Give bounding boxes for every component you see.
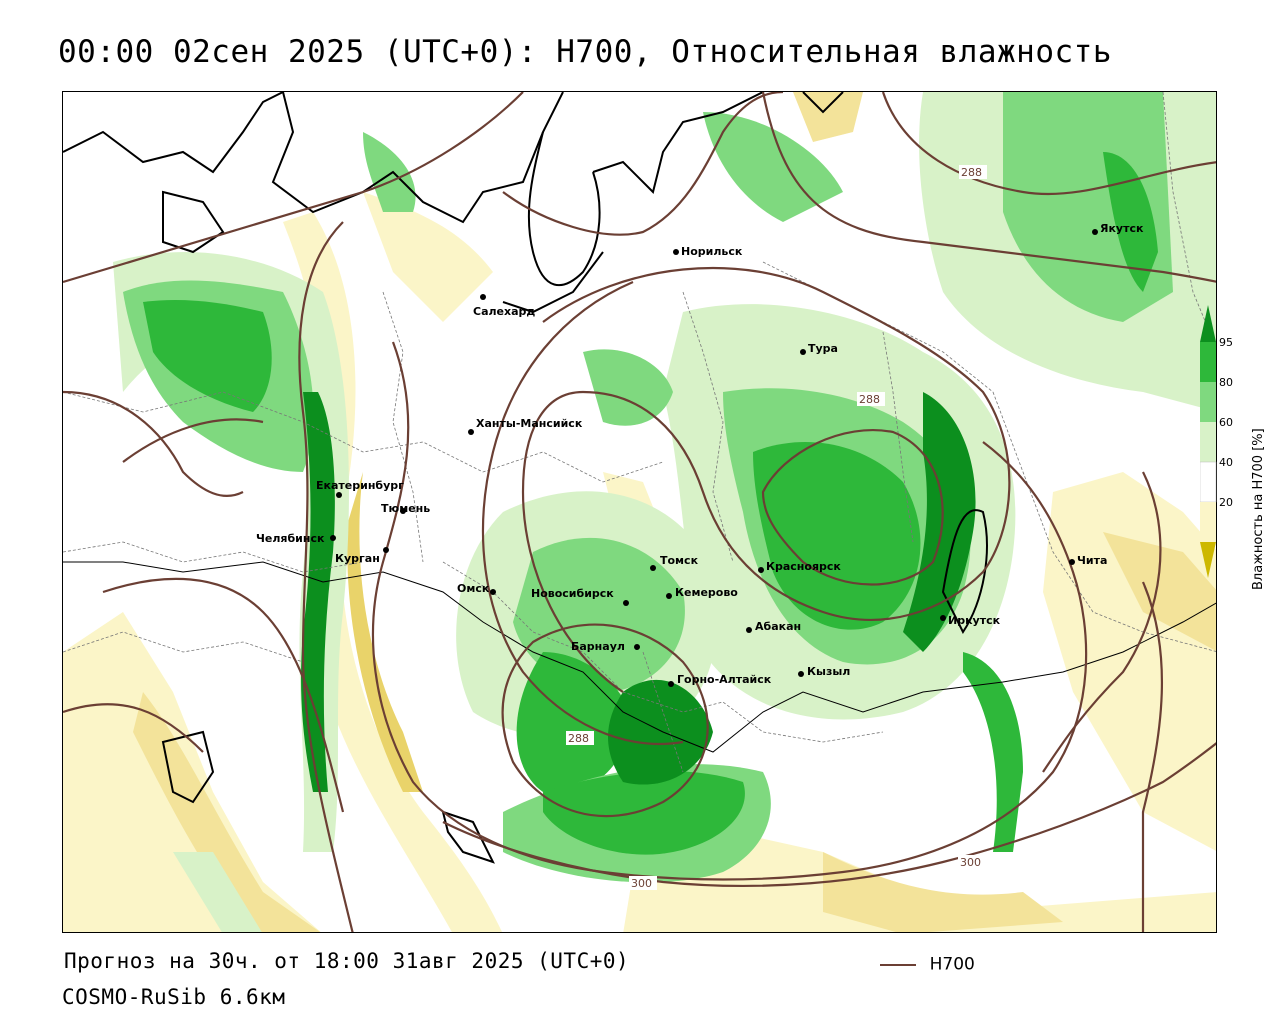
city-label: Горно-Алтайск <box>677 673 772 686</box>
city-dot <box>1069 559 1075 565</box>
city-dot <box>400 508 406 514</box>
city-dot <box>468 429 474 435</box>
city-dot <box>383 547 389 553</box>
colorbar-band <box>1200 342 1216 382</box>
map-canvas: 288 288 288 300 300 Норильск Якутск Сале… <box>63 92 1216 932</box>
city-dot <box>940 615 946 621</box>
city-dot <box>800 349 806 355</box>
contour-label: 288 <box>859 393 880 406</box>
city-label: Омск <box>457 582 490 595</box>
city-dot <box>666 593 672 599</box>
colorbar-tick: 40 <box>1219 456 1233 469</box>
colorbar-top-cap <box>1200 305 1216 342</box>
city-label: Екатеринбург <box>316 479 404 492</box>
legend-line-swatch <box>880 963 916 966</box>
city-label: Барнаул <box>571 640 625 653</box>
city-label: Тюмень <box>381 502 430 515</box>
legend-label: H700 <box>929 954 975 975</box>
city-label: Абакан <box>755 620 801 633</box>
city-dot <box>634 644 640 650</box>
colorbar-tick: 80 <box>1219 376 1233 389</box>
contour-legend: H700 <box>880 954 975 976</box>
contour-label: 288 <box>961 166 982 179</box>
city-dot <box>798 671 804 677</box>
city-label: Тура <box>808 342 838 355</box>
moist-areas <box>113 92 1216 932</box>
city-label: Кемерово <box>675 586 738 599</box>
contour-labels: 288 288 288 300 300 <box>566 165 987 890</box>
city-label: Красноярск <box>766 560 841 573</box>
forecast-info: Прогноз на 30ч. от 18:00 31авг 2025 (UTC… <box>64 949 630 973</box>
colorbar-band <box>1200 382 1216 422</box>
coastlines <box>63 92 988 864</box>
map-title: 00:00 02сен 2025 (UTC+0): H700, Относите… <box>58 34 1112 70</box>
contour-label: 288 <box>568 732 589 745</box>
city-label: Кызыл <box>807 665 850 678</box>
city-label: Иркутск <box>948 614 1001 627</box>
city-label: Челябинск <box>256 532 325 545</box>
city-markers: Норильск Якутск Салехард Тура Ханты-Манс… <box>256 222 1144 687</box>
region-borders <box>63 92 1216 773</box>
colorbar-title: Влажность на H700 [%] <box>1251 428 1266 590</box>
model-name: COSMO-RuSib 6.6км <box>62 985 286 1009</box>
city-label: Якутск <box>1100 222 1144 235</box>
city-label: Ханты-Мансийск <box>476 417 583 430</box>
colorbar-tick: 20 <box>1219 496 1233 509</box>
city-dot <box>480 294 486 300</box>
city-dot <box>673 249 679 255</box>
city-dot <box>490 589 496 595</box>
city-dot <box>336 492 342 498</box>
city-label: Томск <box>660 554 699 567</box>
city-dot <box>746 627 752 633</box>
colorbar-band <box>1200 502 1216 542</box>
city-dot <box>668 681 674 687</box>
colorbar-band <box>1200 462 1216 502</box>
colorbar-tick: 95 <box>1219 336 1233 349</box>
map-panel[interactable]: 288 288 288 300 300 Норильск Якутск Сале… <box>62 91 1217 933</box>
colorbar-band <box>1200 422 1216 462</box>
city-label: Курган <box>335 552 380 565</box>
city-label: Новосибирск <box>531 587 614 600</box>
h700-contours <box>63 92 1216 932</box>
contour-label: 300 <box>631 877 652 890</box>
city-label: Чита <box>1077 554 1107 567</box>
humidity-colorbar: 95 80 60 40 20 Влажность на H700 [%] <box>1199 305 1270 595</box>
city-dot <box>330 535 336 541</box>
city-dot <box>650 565 656 571</box>
country-borders <box>63 561 1216 753</box>
city-dot <box>758 567 764 573</box>
city-dot <box>1092 229 1098 235</box>
city-label: Норильск <box>681 245 743 258</box>
colorbar-tick: 60 <box>1219 416 1233 429</box>
colorbar-bottom-cap <box>1200 542 1216 578</box>
city-dot <box>623 600 629 606</box>
contour-label: 300 <box>960 856 981 869</box>
city-label: Салехард <box>473 305 535 318</box>
